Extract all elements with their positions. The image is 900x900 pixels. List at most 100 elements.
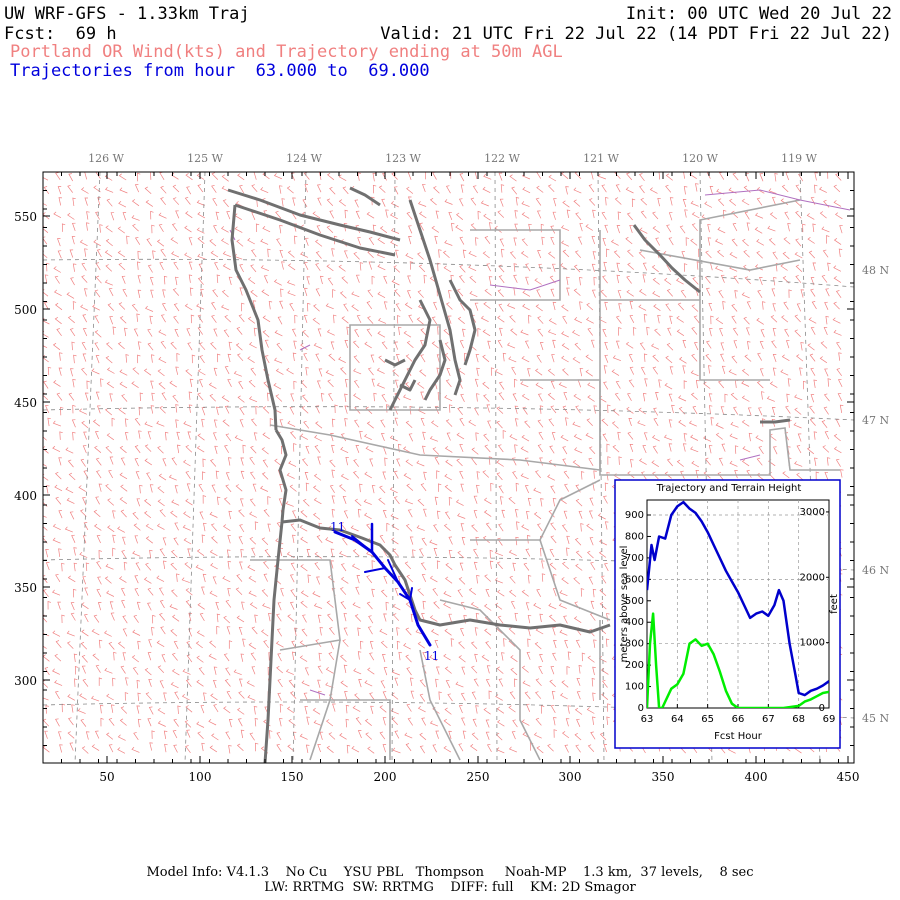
wind-barb: [81, 420, 89, 429]
wind-barb: [260, 238, 269, 245]
wind-barb: [238, 626, 243, 636]
wind-barb: [794, 394, 803, 401]
wind-barb: [835, 212, 843, 220]
wind-barb: [66, 497, 75, 504]
wind-barb: [261, 629, 269, 637]
wind-barb: [223, 615, 231, 624]
wind-barb: [196, 303, 205, 310]
wind-barb: [106, 198, 113, 207]
wind-barb: [144, 667, 152, 676]
wind-barb: [351, 746, 360, 753]
wind-barb: [423, 471, 427, 481]
wind-barb: [489, 560, 494, 570]
wind-barb: [741, 459, 750, 467]
wind-barb: [447, 315, 452, 324]
wind-barb: [445, 185, 451, 194]
wind-barb: [98, 483, 103, 492]
wind-barb: [533, 732, 542, 739]
wind-barb: [693, 315, 700, 324]
wind-barb: [758, 407, 763, 416]
wind-barb: [431, 341, 439, 349]
wind-barb: [447, 693, 453, 702]
wind-barb: [669, 197, 674, 206]
wind-barb: [771, 288, 776, 297]
wind-barb: [499, 238, 505, 247]
wind-barb: [664, 277, 672, 285]
wind-barb: [379, 628, 388, 636]
model-info-line2: LW: RRTMG SW: RRTMG DIFF: full KM: 2D Sm…: [264, 880, 636, 895]
wind-barb: [343, 664, 348, 674]
wind-barb: [329, 186, 336, 195]
wind-barb: [209, 745, 218, 753]
wind-barb: [67, 184, 73, 193]
wind-barb: [331, 418, 336, 428]
wind-barb: [682, 340, 686, 349]
wind-barb: [353, 251, 360, 260]
wind-barb: [733, 275, 739, 284]
wind-barb: [175, 210, 180, 219]
wind-barb: [421, 613, 425, 622]
wind-barb: [291, 328, 297, 337]
wind-barb: [352, 602, 361, 609]
wind-barb: [652, 277, 660, 285]
wind-barb: [96, 249, 102, 258]
wind-barb: [706, 172, 711, 179]
wind-barb: [238, 691, 245, 699]
wind-barb: [455, 681, 464, 688]
wind-barb: [605, 197, 609, 206]
wind-barb: [692, 406, 698, 415]
wind-barb: [367, 289, 374, 298]
wind-barb: [113, 651, 117, 661]
wind-barb: [134, 417, 141, 426]
wind-barb: [419, 732, 427, 741]
wind-barb: [386, 522, 390, 532]
wind-barb: [294, 627, 298, 636]
wind-barb: [683, 263, 688, 272]
wind-barb: [91, 628, 100, 636]
wind-barb: [325, 667, 334, 674]
wind-barb: [137, 172, 141, 182]
wind-barb: [121, 394, 128, 402]
wind-barb: [182, 668, 191, 675]
wind-barb: [278, 498, 283, 507]
wind-barb: [409, 677, 414, 686]
wind-barb: [344, 340, 349, 349]
wind-barb: [156, 239, 165, 247]
wind-barb: [222, 251, 231, 258]
wind-barb: [501, 652, 505, 661]
wind-barb: [175, 419, 179, 428]
wind-barb: [226, 690, 232, 699]
wind-barb: [510, 328, 518, 336]
wind-barb: [105, 732, 114, 740]
wind-barb: [626, 172, 633, 181]
wind-barb: [551, 354, 555, 363]
wind-barb: [436, 510, 441, 520]
wind-barb: [72, 222, 76, 232]
wind-barb: [683, 172, 685, 179]
wind-barb: [825, 315, 829, 325]
wind-barb: [249, 396, 258, 403]
wind-barb: [717, 198, 725, 207]
wind-barb: [341, 537, 348, 546]
wind-barb: [715, 265, 724, 272]
wind-barb: [208, 653, 217, 660]
wind-barb: [444, 666, 452, 674]
wind-barb: [378, 355, 386, 364]
wind-barb: [294, 235, 298, 245]
wind-barb: [238, 509, 245, 518]
wind-barb: [649, 187, 658, 194]
wind-barb: [267, 248, 271, 258]
model-info-line1: Model Info: V4.1.3 No Cu YSU PBL Thompso…: [146, 865, 754, 880]
wind-barb: [123, 561, 128, 571]
wind-barb: [651, 460, 659, 467]
wind-barb: [780, 369, 789, 376]
wind-barb: [84, 197, 88, 206]
wind-barb: [443, 328, 451, 336]
wind-barb: [433, 186, 440, 194]
wind-barb: [669, 366, 674, 375]
inset-grid: [647, 500, 829, 708]
wind-barb: [293, 380, 297, 390]
wind-barb: [590, 172, 595, 180]
wind-barb: [514, 444, 518, 453]
wind-barb: [394, 289, 401, 297]
